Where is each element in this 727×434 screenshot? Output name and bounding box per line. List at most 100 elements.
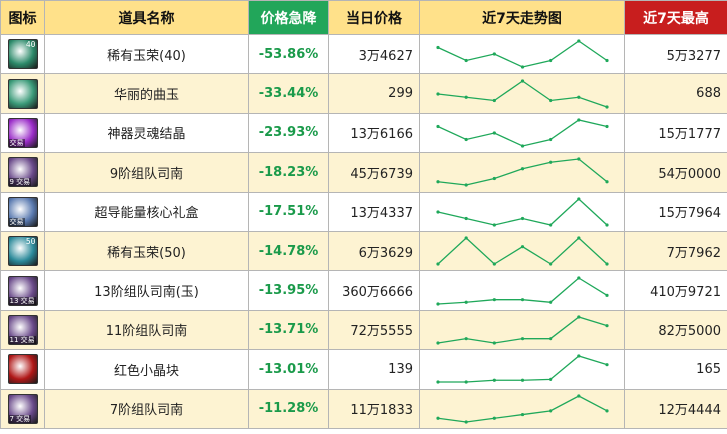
icon-level-badge: 50 xyxy=(25,237,36,247)
compass-jade-icon[interactable]: 13 交易 xyxy=(7,275,38,306)
seven-day-high: 7万7962 xyxy=(624,230,727,272)
compass-icon[interactable]: 9 交易 xyxy=(7,157,38,188)
trend-point xyxy=(492,297,496,301)
trend-point xyxy=(436,341,440,345)
item-name[interactable]: 红色小晶块 xyxy=(44,349,249,390)
trend-point xyxy=(436,262,440,266)
item-name[interactable]: 华丽的曲玉 xyxy=(44,73,249,114)
trend-point xyxy=(605,180,609,184)
item-icon-cell: 交易 xyxy=(0,112,45,154)
table-row[interactable]: 13 交易 13阶组队司南(玉) -13.95% 360万6666 410万97… xyxy=(0,270,727,311)
item-name[interactable]: 13阶组队司南(玉) xyxy=(44,270,249,311)
table-row[interactable]: 交易 超导能量核心礼盒 -17.51% 13万4337 15万7964 xyxy=(0,191,727,232)
current-price: 45万6739 xyxy=(328,152,420,193)
trend-point xyxy=(492,52,496,56)
trend-point xyxy=(549,300,553,304)
trend-point xyxy=(549,98,553,102)
item-name[interactable]: 超导能量核心礼盒 xyxy=(44,191,249,232)
compass-icon[interactable]: 7 交易 xyxy=(7,393,38,424)
price-change: -13.95% xyxy=(248,270,329,311)
compass-icon[interactable]: 11 交易 xyxy=(7,314,38,345)
header-name[interactable]: 道具名称 xyxy=(44,0,249,35)
trend-point xyxy=(436,91,440,96)
item-icon-cell: 7 交易 xyxy=(0,388,45,429)
item-icon-cell: 11 交易 xyxy=(0,309,45,351)
trend-line xyxy=(437,394,608,423)
trend-point xyxy=(577,275,581,280)
trend-point xyxy=(492,262,496,266)
item-icon-cell xyxy=(0,349,45,390)
trend-line xyxy=(437,237,608,265)
trend-point xyxy=(520,378,525,383)
header-trend[interactable]: 近7天走势图 xyxy=(419,0,625,35)
trend-sparkline-cell xyxy=(419,349,625,390)
soul-crystal-icon[interactable]: 交易 xyxy=(7,117,38,148)
item-name[interactable]: 11阶组队司南 xyxy=(44,309,249,351)
icon-trade-tag: 11 交易 xyxy=(8,335,36,344)
item-name[interactable]: 稀有玉荣(50) xyxy=(44,230,249,272)
trend-sparkline-cell xyxy=(419,270,625,311)
table-row[interactable]: 华丽的曲玉 -33.44% 299 688 xyxy=(0,73,727,114)
trend-point xyxy=(577,236,581,240)
item-name[interactable]: 神器灵魂结晶 xyxy=(44,112,249,154)
trend-point xyxy=(436,124,440,129)
trend-point xyxy=(549,262,553,266)
price-change: -11.28% xyxy=(248,388,329,429)
trend-point xyxy=(520,78,525,83)
table-row[interactable]: 11 交易 11阶组队司南 -13.71% 72万5555 82万5000 xyxy=(0,309,727,351)
current-price: 360万6666 xyxy=(328,270,420,311)
item-name[interactable]: 稀有玉荣(40) xyxy=(44,33,249,75)
item-name[interactable]: 7阶组队司南 xyxy=(44,388,249,429)
trend-sparkline-cell xyxy=(419,112,625,154)
seven-day-high: 12万4444 xyxy=(624,388,727,429)
trend-point xyxy=(492,177,496,181)
trend-point xyxy=(464,59,468,63)
price-change: -13.01% xyxy=(248,349,329,390)
seven-day-high: 5万3277 xyxy=(624,33,727,75)
trend-point xyxy=(605,363,609,367)
curved-jade-icon[interactable] xyxy=(7,78,38,109)
seven-day-high: 410万9721 xyxy=(624,270,727,311)
current-price: 299 xyxy=(328,73,420,114)
trend-point xyxy=(549,59,553,63)
table-row[interactable]: 40 稀有玉荣(40) -53.86% 3万4627 5万3277 xyxy=(0,33,727,75)
item-icon-cell xyxy=(0,73,45,114)
trend-point xyxy=(577,197,581,201)
trend-sparkline xyxy=(436,354,609,384)
trend-point xyxy=(605,262,609,266)
trend-sparkline xyxy=(436,394,609,424)
trend-sparkline xyxy=(436,236,609,266)
seven-day-high: 165 xyxy=(624,349,727,390)
trend-sparkline-cell xyxy=(419,73,625,114)
trend-point xyxy=(520,216,525,220)
trend-point xyxy=(464,137,468,142)
table-row[interactable]: 红色小晶块 -13.01% 139 165 xyxy=(0,349,727,390)
trend-point xyxy=(577,157,581,161)
trend-point xyxy=(549,408,553,413)
header-high[interactable]: 近7天最高 xyxy=(624,0,727,35)
jade-orb-icon[interactable]: 40 xyxy=(7,39,38,70)
trend-point xyxy=(492,223,496,227)
header-price[interactable]: 当日价格 xyxy=(328,0,420,35)
trend-point xyxy=(492,98,496,102)
header-change[interactable]: 价格急降 xyxy=(248,0,329,35)
trend-point xyxy=(436,416,440,420)
energy-core-box-icon[interactable]: 交易 xyxy=(7,196,38,227)
header-icon[interactable]: 图标 xyxy=(0,0,45,35)
trend-point xyxy=(605,124,609,129)
item-name[interactable]: 9阶组队司南 xyxy=(44,152,249,193)
trend-point xyxy=(577,95,581,99)
table-row[interactable]: 7 交易 7阶组队司南 -11.28% 11万1833 12万4444 xyxy=(0,388,727,429)
jade-orb-icon[interactable]: 50 xyxy=(7,236,38,267)
icon-trade-tag: 9 交易 xyxy=(8,178,32,187)
table-row[interactable]: 9 交易 9阶组队司南 -18.23% 45万6739 54万0000 xyxy=(0,152,727,193)
trend-line xyxy=(437,79,608,108)
trend-line xyxy=(438,355,608,383)
red-crystal-icon[interactable] xyxy=(7,354,38,385)
price-change: -17.51% xyxy=(248,191,329,232)
table-row[interactable]: 交易 神器灵魂结晶 -23.93% 13万6166 15万1777 xyxy=(0,112,727,154)
trend-point xyxy=(464,420,468,424)
trend-point xyxy=(549,336,553,341)
table-row[interactable]: 50 稀有玉荣(50) -14.78% 6万3629 7万7962 xyxy=(0,230,727,272)
trend-sparkline-cell xyxy=(419,191,625,232)
